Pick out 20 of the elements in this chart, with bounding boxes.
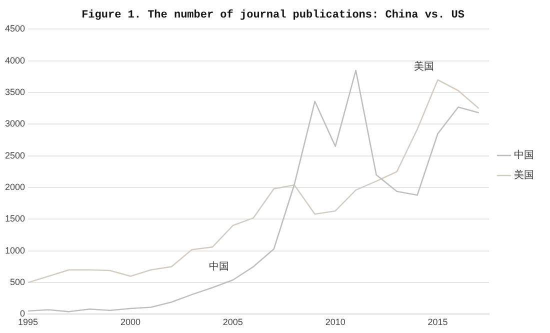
x-tick-label: 2000 <box>120 317 140 328</box>
y-tick-label: 4500 <box>4 24 26 34</box>
x-tick-label: 2015 <box>428 317 448 328</box>
y-tick-label: 1500 <box>4 214 26 224</box>
y-tick-label: 2000 <box>4 182 26 192</box>
chart-title: Figure 1. The number of journal publications: China vs. US <box>82 8 465 22</box>
y-tick-label: 500 <box>10 277 26 288</box>
y-tick-label: 0 <box>20 308 26 319</box>
x-tick-label: 2005 <box>222 317 243 328</box>
annotation: 中国 <box>208 260 229 273</box>
y-tick-label: 2500 <box>4 150 26 160</box>
x-tick-label: 2010 <box>325 317 346 328</box>
x-tick-label: 1995 <box>18 317 38 328</box>
legend-label: 中国 <box>514 149 534 162</box>
y-tick-label: 1000 <box>4 245 26 256</box>
legend-label: 美国 <box>514 169 534 182</box>
y-tick-label: 3000 <box>4 118 26 129</box>
annotation: 美国 <box>414 60 434 72</box>
y-tick-label: 3500 <box>4 87 26 98</box>
y-tick-label: 4000 <box>4 55 26 66</box>
